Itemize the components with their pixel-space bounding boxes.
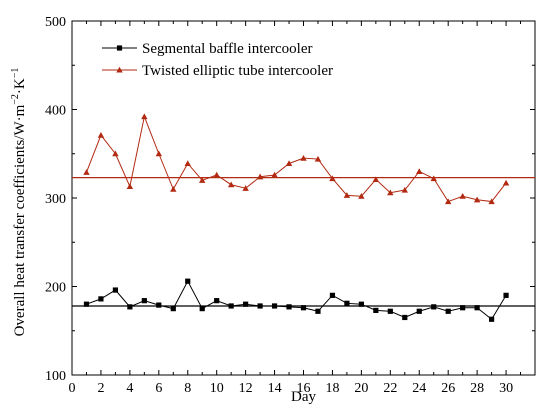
data-point-segmental: [98, 296, 104, 302]
data-point-twisted: [416, 168, 423, 175]
data-point-twisted: [141, 113, 148, 120]
data-point-twisted: [126, 183, 134, 190]
data-point-twisted: [155, 150, 163, 157]
data-point-twisted: [285, 160, 293, 167]
series-line-twisted: [86, 114, 507, 203]
x-tick-label: 4: [126, 381, 133, 396]
x-tick-label: 22: [383, 381, 397, 396]
data-point-twisted: [358, 193, 365, 199]
data-point-segmental: [431, 304, 437, 310]
data-point-twisted: [97, 131, 105, 138]
y-axis-title: Overall heat transfer coefficients/W·m−2…: [10, 68, 28, 337]
data-point-segmental: [329, 292, 336, 298]
data-point-segmental: [373, 307, 379, 313]
x-tick-label: 20: [354, 381, 368, 396]
data-point-segmental: [199, 306, 205, 312]
x-tick-label: 14: [268, 381, 282, 396]
x-tick-label: 6: [155, 381, 162, 396]
y-axis-title-sup2: −1: [10, 68, 21, 79]
data-point-segmental: [141, 298, 147, 304]
data-point-segmental: [445, 308, 451, 314]
x-tick-label: 24: [412, 381, 426, 396]
data-point-twisted: [329, 175, 336, 182]
legend-label-segmental: Segmental baffle intercooler: [142, 41, 313, 57]
y-tick-label: 400: [45, 104, 66, 119]
data-point-segmental: [170, 306, 176, 312]
data-point-twisted: [430, 175, 437, 182]
y-axis-title-sup1: −2: [10, 94, 21, 105]
data-point-segmental: [243, 301, 249, 307]
data-point-segmental: [460, 305, 466, 311]
data-point-twisted: [213, 171, 220, 178]
data-point-twisted: [83, 169, 90, 175]
data-point-segmental: [257, 303, 263, 309]
data-point-segmental: [300, 305, 307, 311]
data-point-segmental: [228, 303, 234, 309]
x-tick-label: 16: [297, 381, 311, 396]
data-point-segmental: [127, 304, 133, 310]
data-point-segmental: [315, 308, 321, 314]
data-point-twisted: [170, 185, 177, 192]
data-point-segmental: [503, 292, 509, 298]
y-tick-label: 200: [45, 281, 66, 296]
legend-marker-twisted: [116, 66, 123, 73]
x-tick-label: 2: [97, 381, 104, 396]
data-point-twisted: [271, 171, 278, 178]
data-point-segmental: [214, 298, 220, 304]
legend: Segmental baffle intercooler Twisted ell…: [102, 41, 333, 79]
axis-ticks: 0 2 4 6 8 10 12 14 16 18 20 22 24 26 28 301002003004005…: [45, 15, 535, 396]
data-point-twisted: [184, 160, 191, 167]
data-point-segmental: [488, 316, 495, 322]
legend-marker-segmental: [116, 45, 123, 51]
y-tick-label: 500: [45, 15, 66, 30]
series-layer: [72, 113, 535, 322]
y-axis-title-main: Overall heat transfer coefficients/W·m: [12, 104, 28, 336]
data-point-segmental: [402, 314, 408, 321]
data-point-twisted: [488, 198, 495, 205]
data-point-segmental: [156, 302, 162, 308]
data-point-segmental: [286, 304, 292, 310]
series-line-segmental: [86, 280, 507, 320]
data-point-twisted: [112, 150, 119, 157]
data-point-segmental: [271, 303, 278, 309]
y-tick-label: 300: [45, 192, 66, 207]
legend-label-twisted: Twisted elliptic tube intercooler: [142, 63, 333, 79]
data-point-segmental: [387, 308, 393, 314]
x-tick-label: 18: [325, 381, 339, 396]
data-point-twisted: [343, 192, 351, 198]
data-point-twisted: [387, 189, 394, 196]
data-point-twisted: [459, 193, 466, 199]
y-axis-title-k: ·K: [12, 78, 28, 94]
data-point-twisted: [444, 198, 452, 205]
data-point-twisted: [227, 181, 235, 188]
data-point-twisted: [314, 155, 322, 162]
data-point-twisted: [300, 154, 307, 161]
data-point-twisted: [473, 196, 481, 203]
data-point-twisted: [256, 173, 264, 180]
data-point-twisted: [401, 186, 408, 193]
x-tick-label: 28: [470, 381, 484, 396]
x-tick-label: 30: [499, 381, 513, 396]
y-tick-label: 100: [45, 369, 66, 384]
data-point-twisted: [242, 185, 249, 191]
data-point-twisted: [372, 176, 380, 182]
x-axis-title: Day: [291, 389, 316, 405]
data-point-segmental: [474, 305, 480, 311]
x-tick-label: 8: [184, 381, 191, 396]
data-point-twisted: [199, 177, 206, 183]
data-point-segmental: [83, 301, 90, 307]
x-tick-label: 26: [441, 381, 455, 396]
data-point-segmental: [358, 301, 364, 307]
data-point-segmental: [416, 308, 422, 314]
data-point-twisted: [502, 179, 510, 186]
x-tick-label: 12: [239, 381, 253, 396]
data-point-segmental: [112, 287, 119, 293]
x-tick-label: 10: [210, 381, 224, 396]
x-tick-label: 0: [69, 381, 76, 396]
data-point-segmental: [185, 278, 191, 284]
data-point-segmental: [344, 300, 350, 306]
